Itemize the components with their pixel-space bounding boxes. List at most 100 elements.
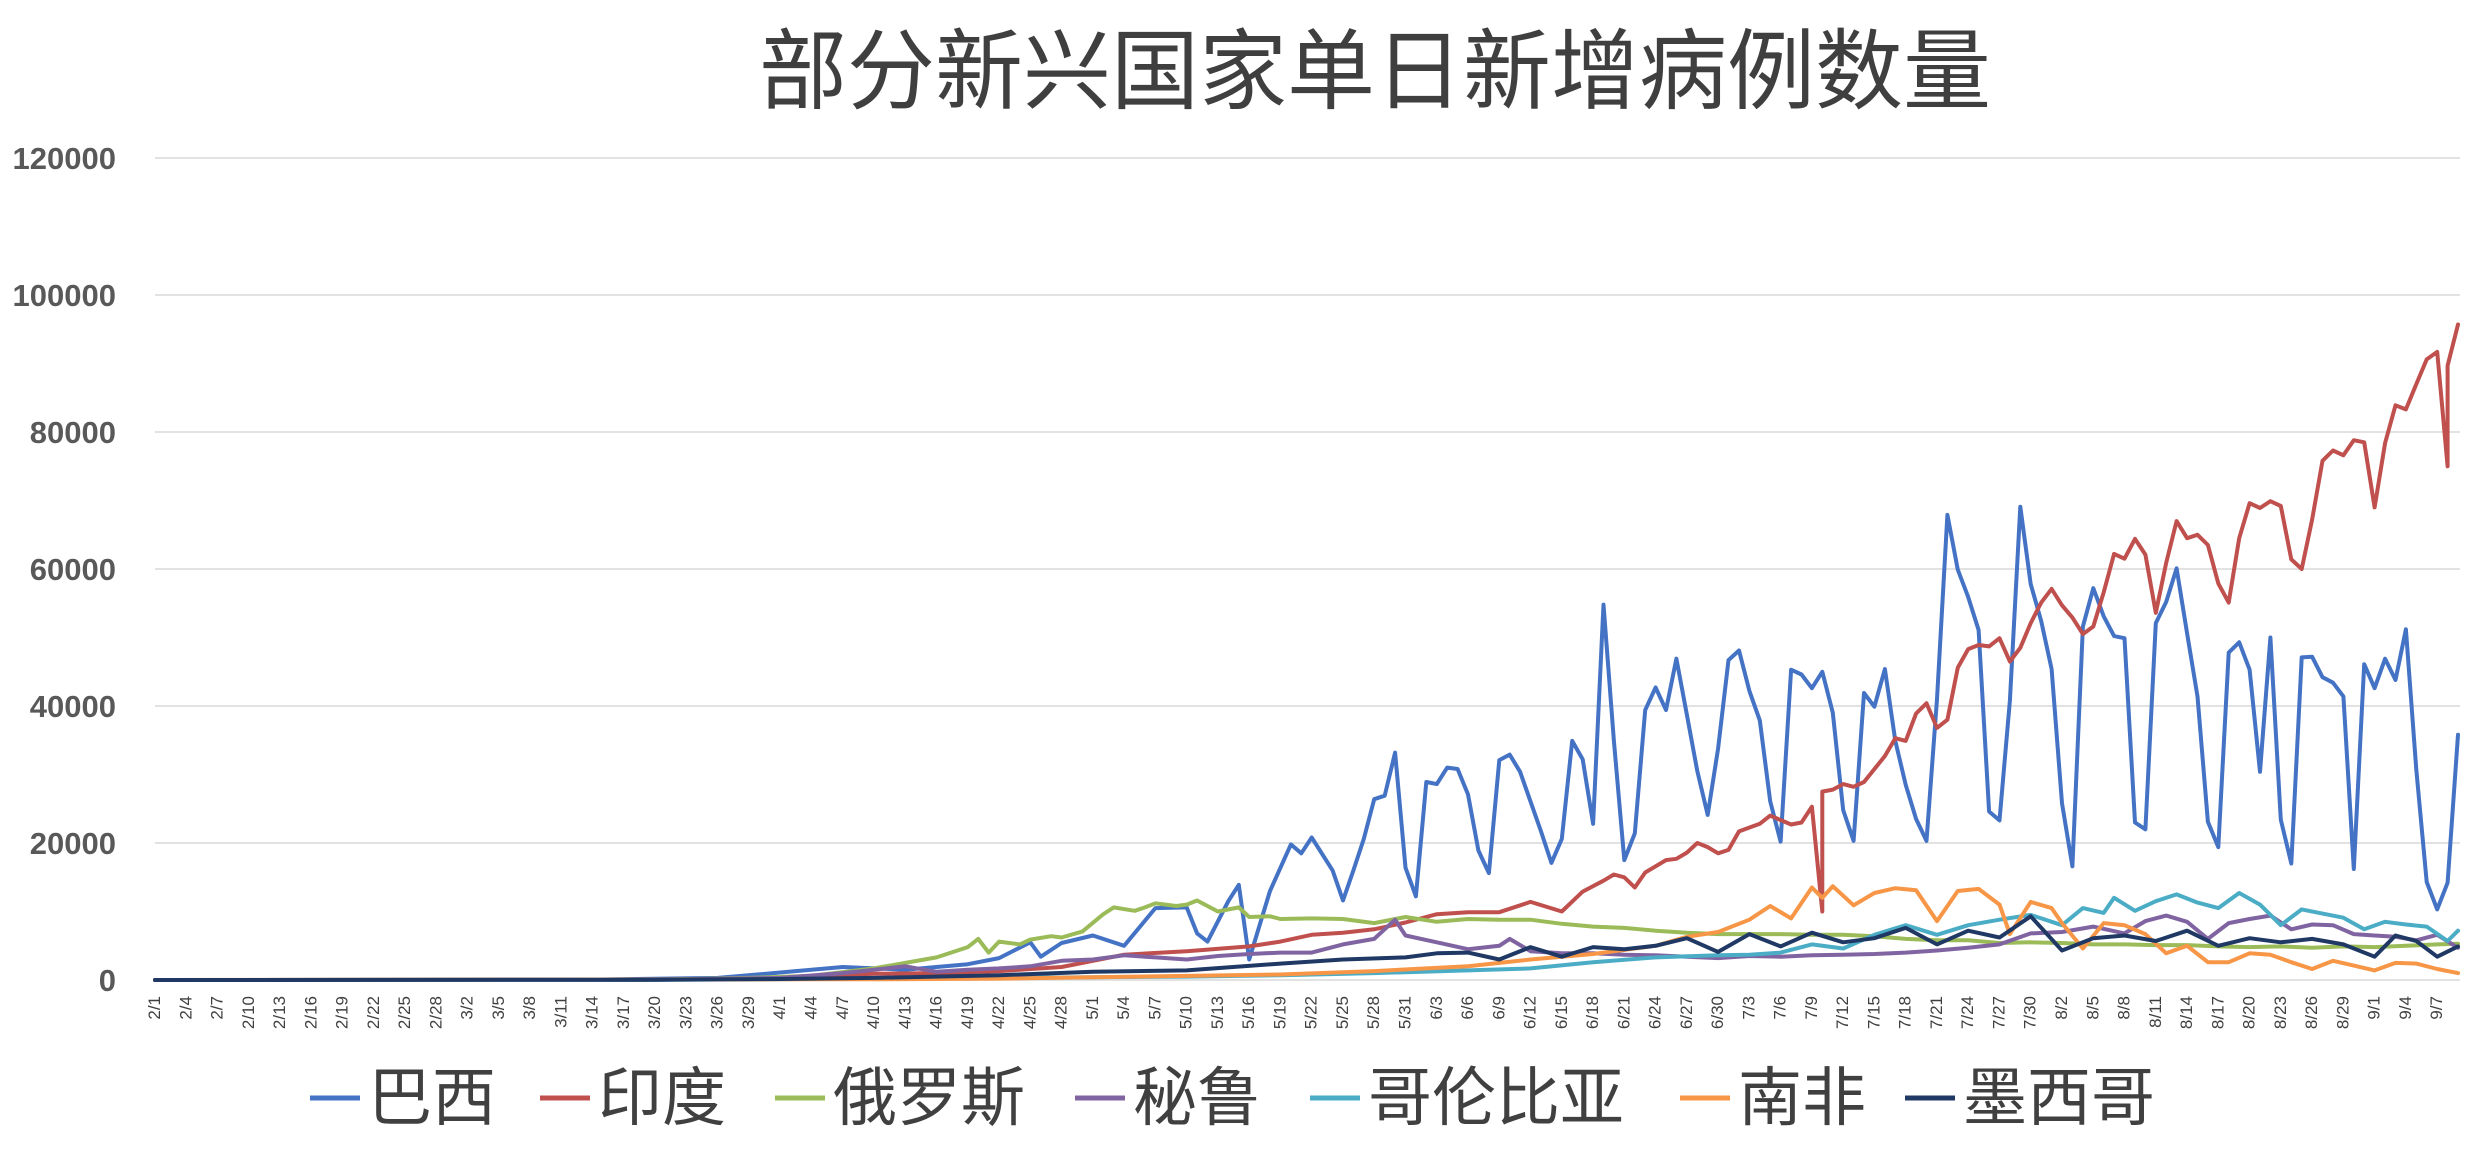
x-tick-label: 4/10 — [864, 996, 883, 1029]
x-tick-label: 9/1 — [2365, 996, 2384, 1020]
y-tick-label: 40000 — [30, 689, 116, 724]
chart-title: 部分新兴国家单日新增病例数量 — [759, 20, 1991, 123]
x-tick-label: 4/25 — [1020, 996, 1039, 1029]
x-axis-ticks: 2/1 2/4 2/7 2/10 2/13 2/16 2/19 2/22 2/25 2/28 3/2… — [145, 996, 2446, 1029]
series-line — [153, 898, 2460, 982]
x-tick-label: 3/14 — [583, 996, 602, 1029]
x-tick-label: 8/5 — [2083, 996, 2102, 1020]
x-tick-label: 3/26 — [708, 996, 727, 1029]
x-tick-label: 3/2 — [458, 996, 477, 1020]
y-axis-ticks: 0 20000 40000 60000 80000 100000 120000 — [13, 141, 116, 998]
legend-label: 巴西 — [368, 1062, 496, 1136]
x-tick-label: 3/11 — [551, 996, 570, 1028]
x-tick-label: 8/2 — [2052, 996, 2071, 1020]
x-tick-label: 2/4 — [176, 996, 195, 1020]
x-tick-label: 5/19 — [1270, 996, 1289, 1029]
x-tick-label: 5/13 — [1208, 996, 1227, 1029]
x-tick-label: 7/21 — [1927, 996, 1946, 1029]
series-line — [153, 914, 2460, 982]
x-tick-label: 5/1 — [1083, 996, 1102, 1020]
x-tick-label: 5/4 — [1114, 996, 1133, 1020]
series-line — [153, 322, 2460, 982]
legend-label: 南非 — [1738, 1062, 1866, 1136]
x-tick-label: 6/27 — [1677, 996, 1696, 1029]
y-tick-label: 120000 — [13, 141, 116, 176]
x-tick-label: 6/6 — [1458, 996, 1477, 1020]
x-tick-label: 8/26 — [2302, 996, 2321, 1029]
x-tick-label: 5/31 — [1395, 996, 1414, 1029]
x-tick-label: 7/12 — [1833, 996, 1852, 1029]
x-tick-label: 6/9 — [1489, 996, 1508, 1020]
x-tick-label: 2/19 — [333, 996, 352, 1029]
x-tick-label: 5/7 — [1145, 996, 1164, 1020]
series-line — [153, 884, 2460, 982]
x-tick-label: 2/7 — [208, 996, 227, 1020]
x-tick-label: 3/23 — [676, 996, 695, 1029]
x-tick-label: 5/22 — [1302, 996, 1321, 1029]
legend-label: 印度 — [598, 1062, 726, 1136]
x-tick-label: 9/4 — [2396, 996, 2415, 1020]
x-tick-label: 2/1 — [145, 996, 164, 1020]
x-tick-label: 2/16 — [301, 996, 320, 1029]
y-tick-label: 0 — [99, 963, 116, 998]
legend-label: 哥伦比亚 — [1368, 1062, 1624, 1136]
x-tick-label: 8/8 — [2115, 996, 2134, 1020]
series-line — [153, 913, 2460, 982]
x-tick-label: 5/28 — [1364, 996, 1383, 1029]
series-lines — [153, 322, 2460, 982]
x-tick-label: 7/24 — [1958, 996, 1977, 1029]
x-tick-label: 6/24 — [1646, 996, 1665, 1029]
x-tick-label: 6/21 — [1614, 996, 1633, 1029]
x-tick-label: 4/22 — [989, 996, 1008, 1029]
legend-label: 秘鲁 — [1133, 1062, 1261, 1136]
x-tick-label: 2/10 — [239, 996, 258, 1029]
legend-label: 墨西哥 — [1963, 1062, 2155, 1136]
x-tick-label: 7/18 — [1896, 996, 1915, 1029]
y-tick-label: 80000 — [30, 415, 116, 450]
x-tick-label: 4/13 — [895, 996, 914, 1029]
x-tick-label: 3/8 — [520, 996, 539, 1020]
x-tick-label: 8/17 — [2208, 996, 2227, 1029]
x-tick-label: 6/12 — [1521, 996, 1540, 1029]
x-tick-label: 4/28 — [1052, 996, 1071, 1029]
x-tick-label: 3/17 — [614, 996, 633, 1029]
x-tick-label: 7/3 — [1739, 996, 1758, 1020]
series-line — [153, 504, 2460, 982]
x-tick-label: 7/6 — [1771, 996, 1790, 1020]
y-tick-label: 20000 — [30, 826, 116, 861]
x-tick-label: 2/22 — [364, 996, 383, 1029]
x-tick-label: 8/29 — [2333, 996, 2352, 1029]
x-tick-label: 5/10 — [1177, 996, 1196, 1029]
x-tick-label: 8/11 — [2146, 996, 2165, 1028]
x-tick-label: 2/25 — [395, 996, 414, 1029]
x-tick-label: 2/13 — [270, 996, 289, 1029]
x-tick-label: 7/9 — [1802, 996, 1821, 1020]
x-tick-label: 6/18 — [1583, 996, 1602, 1029]
x-tick-label: 4/16 — [927, 996, 946, 1029]
x-tick-label: 5/16 — [1239, 996, 1258, 1029]
x-tick-label: 7/27 — [1989, 996, 2008, 1029]
y-tick-label: 100000 — [13, 278, 116, 313]
x-tick-label: 4/7 — [833, 996, 852, 1020]
x-tick-label: 3/20 — [645, 996, 664, 1029]
y-tick-label: 60000 — [30, 552, 116, 587]
x-tick-label: 8/23 — [2271, 996, 2290, 1029]
gridlines — [155, 157, 2460, 981]
legend: 巴西 印度 俄罗斯 秘鲁 哥伦比亚 南非 墨西哥 — [310, 1062, 2155, 1136]
x-tick-label: 8/20 — [2240, 996, 2259, 1029]
x-tick-label: 3/29 — [739, 996, 758, 1029]
x-tick-label: 6/30 — [1708, 996, 1727, 1029]
legend-label: 俄罗斯 — [833, 1062, 1025, 1136]
x-tick-label: 4/19 — [958, 996, 977, 1029]
x-tick-label: 5/25 — [1333, 996, 1352, 1029]
x-tick-label: 8/14 — [2177, 996, 2196, 1029]
x-tick-label: 4/1 — [770, 996, 789, 1020]
x-tick-label: 6/3 — [1427, 996, 1446, 1020]
x-tick-label: 9/7 — [2427, 996, 2446, 1020]
x-tick-label: 7/30 — [2021, 996, 2040, 1029]
x-tick-label: 2/28 — [426, 996, 445, 1029]
x-tick-label: 4/4 — [802, 996, 821, 1020]
x-tick-label: 3/5 — [489, 996, 508, 1020]
x-tick-label: 6/15 — [1552, 996, 1571, 1029]
